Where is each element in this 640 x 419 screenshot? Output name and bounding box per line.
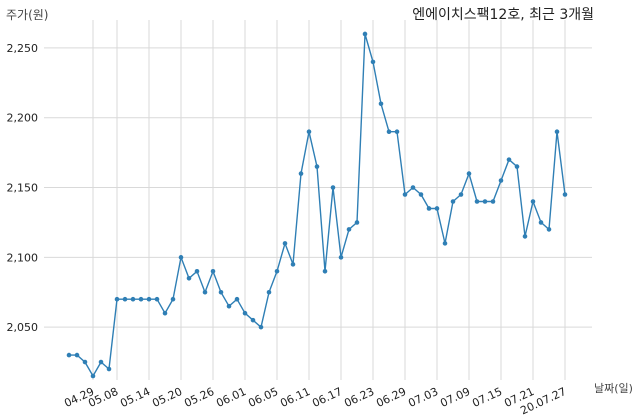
data-point bbox=[130, 296, 136, 302]
chart-title: 엔에이치스팩12호, 최근 3개월 bbox=[412, 7, 594, 23]
data-point bbox=[498, 178, 504, 183]
data-point bbox=[210, 269, 216, 274]
x-tick-label: 06.17 bbox=[310, 385, 344, 410]
data-point bbox=[330, 185, 336, 190]
y-tick-label: 2,050 bbox=[7, 321, 39, 334]
data-point bbox=[170, 296, 176, 302]
data-point bbox=[322, 269, 328, 274]
x-tick-label: 07.03 bbox=[406, 385, 440, 410]
data-point bbox=[98, 359, 104, 365]
data-point bbox=[306, 129, 312, 134]
data-point bbox=[146, 296, 152, 302]
x-tick-label: 07.09 bbox=[438, 385, 472, 410]
data-point bbox=[74, 352, 80, 358]
x-tick-label: 05.20 bbox=[150, 385, 184, 410]
data-point bbox=[66, 352, 72, 358]
data-point bbox=[290, 262, 296, 267]
data-point bbox=[202, 289, 208, 295]
data-point bbox=[346, 227, 352, 232]
data-point bbox=[338, 255, 344, 260]
x-tick-label: 06.11 bbox=[278, 385, 312, 410]
data-point bbox=[154, 296, 160, 302]
data-point bbox=[554, 129, 560, 134]
y-tick-label: 2,200 bbox=[7, 112, 39, 125]
data-point bbox=[442, 241, 448, 246]
data-point bbox=[162, 310, 168, 316]
x-tick-label: 06.29 bbox=[374, 385, 408, 410]
data-point bbox=[410, 185, 416, 190]
data-point bbox=[482, 199, 488, 204]
data-point bbox=[466, 171, 472, 176]
x-tick-label: 05.26 bbox=[182, 385, 216, 410]
data-point bbox=[314, 164, 320, 169]
data-point bbox=[234, 296, 240, 302]
data-point bbox=[506, 157, 512, 162]
x-tick-label: 06.01 bbox=[214, 385, 248, 410]
data-point bbox=[90, 373, 96, 379]
x-tick-label: 07.15 bbox=[470, 385, 504, 410]
y-tick-label: 2,250 bbox=[7, 42, 39, 55]
data-point bbox=[522, 234, 528, 239]
data-point bbox=[194, 269, 200, 274]
data-point bbox=[418, 192, 424, 197]
data-point bbox=[282, 241, 288, 246]
data-point bbox=[426, 206, 432, 211]
x-tick-label: 05.14 bbox=[118, 385, 152, 410]
x-tick-label: 06.23 bbox=[342, 385, 376, 410]
x-axis-title: 날짜(일) bbox=[594, 382, 633, 395]
y-axis-title: 주가(원) bbox=[6, 8, 49, 22]
y-tick-label: 2,100 bbox=[7, 251, 39, 264]
data-point bbox=[298, 171, 304, 176]
data-point bbox=[82, 359, 88, 365]
y-tick-label: 2,150 bbox=[7, 182, 39, 195]
x-tick-label: 06.05 bbox=[246, 385, 280, 410]
data-point bbox=[514, 164, 520, 169]
data-point bbox=[474, 199, 480, 204]
data-point bbox=[538, 220, 544, 225]
data-point bbox=[530, 199, 536, 204]
data-point bbox=[458, 192, 464, 197]
data-point bbox=[250, 317, 256, 323]
data-point bbox=[386, 129, 392, 134]
data-point bbox=[402, 192, 408, 197]
data-point bbox=[378, 101, 384, 107]
data-point bbox=[218, 289, 224, 295]
data-point bbox=[394, 129, 400, 134]
data-point bbox=[186, 275, 192, 281]
data-point bbox=[106, 366, 112, 372]
data-point bbox=[450, 199, 456, 204]
data-point bbox=[354, 220, 360, 225]
data-point bbox=[434, 206, 440, 211]
data-point bbox=[226, 303, 232, 309]
data-point bbox=[562, 192, 568, 197]
data-point bbox=[114, 296, 120, 302]
data-point bbox=[178, 255, 184, 260]
data-point bbox=[242, 310, 248, 316]
data-point bbox=[258, 324, 264, 330]
data-point bbox=[490, 199, 496, 204]
series-line bbox=[69, 33, 566, 378]
data-point bbox=[122, 296, 128, 302]
data-point bbox=[138, 296, 144, 302]
data-point bbox=[546, 227, 552, 232]
data-point bbox=[370, 59, 376, 65]
data-point bbox=[274, 269, 280, 274]
data-point bbox=[266, 289, 272, 295]
data-point bbox=[362, 31, 368, 37]
